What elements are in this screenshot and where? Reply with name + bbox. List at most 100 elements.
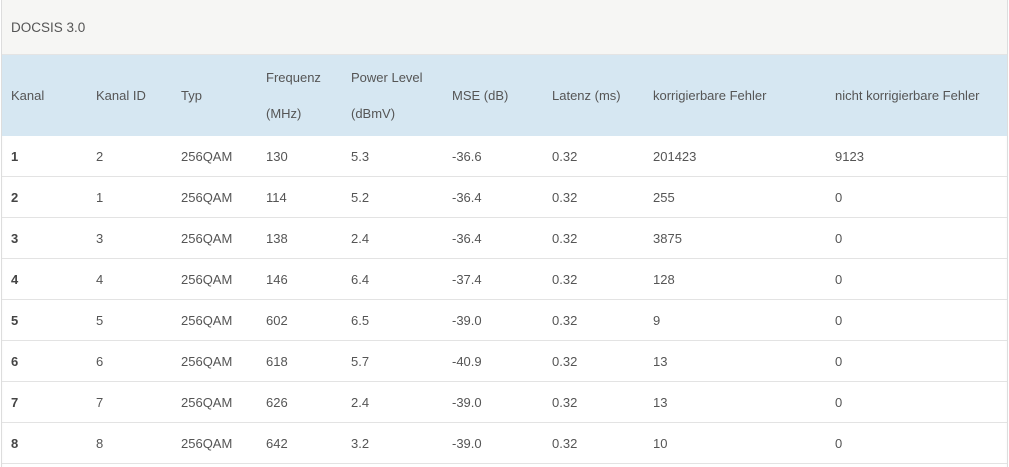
column-header: korrigierbare Fehler: [644, 55, 826, 136]
table-cell: -39.0: [443, 422, 543, 464]
table-cell: 0.32: [543, 136, 644, 177]
table-cell: 0.32: [543, 217, 644, 259]
column-header-label: Latenz (ms): [552, 87, 621, 103]
column-header: Frequenz (MHz): [257, 55, 342, 136]
table-cell: 255: [644, 176, 826, 218]
table-cell: 10: [644, 422, 826, 464]
column-header: Kanal ID: [87, 55, 172, 136]
table-row: 1 2 256QAM 130 5.3 -36.6 0.32 201423 9123: [2, 136, 1007, 177]
table-cell: 5: [2, 299, 87, 341]
table-cell: 2.4: [342, 217, 443, 259]
table-header: Kanal Kanal ID Typ Frequenz (MHz) Power Level…: [2, 55, 1007, 136]
table-cell: 1: [87, 176, 172, 218]
table-cell: 626: [257, 381, 342, 423]
table-cell: 7: [2, 381, 87, 423]
column-header-label: korrigierbare Fehler: [653, 87, 767, 103]
table-cell: 618: [257, 340, 342, 382]
table-cell: 0.32: [543, 176, 644, 218]
table-cell: 0.32: [543, 299, 644, 341]
table-row: 8 8 256QAM 642 3.2 -39.0 0.32 10 0: [2, 422, 1007, 464]
channel-table: Kanal Kanal ID Typ Frequenz (MHz) Power Level…: [2, 55, 1007, 464]
column-header-label: Frequenz: [266, 69, 321, 85]
table-cell: 13: [644, 340, 826, 382]
table-cell: 3875: [644, 217, 826, 259]
column-header-label: Kanal: [11, 87, 45, 103]
column-header-label: (MHz): [266, 105, 302, 121]
table-cell: 3.2: [342, 422, 443, 464]
table-cell: 256QAM: [172, 217, 257, 259]
table-cell: 7: [87, 381, 172, 423]
table-cell: 5.3: [342, 136, 443, 177]
table-row: 4 4 256QAM 146 6.4 -37.4 0.32 128 0: [2, 258, 1007, 300]
table-cell: 256QAM: [172, 340, 257, 382]
table-cell: 201423: [644, 136, 826, 177]
table-cell: 0: [826, 258, 1007, 300]
table-cell: 5.2: [342, 176, 443, 218]
column-header-label: Power Level: [351, 69, 423, 85]
table-cell: 0: [826, 176, 1007, 218]
table-cell: 2: [87, 136, 172, 177]
table-cell: 0: [826, 340, 1007, 382]
table-row: 2 1 256QAM 114 5.2 -36.4 0.32 255 0: [2, 176, 1007, 218]
table-cell: 0.32: [543, 340, 644, 382]
table-cell: 6: [87, 340, 172, 382]
panel-title: DOCSIS 3.0: [2, 0, 1007, 55]
table-cell: 6.4: [342, 258, 443, 300]
table-cell: 9123: [826, 136, 1007, 177]
table-cell: 0.32: [543, 381, 644, 423]
column-header: MSE (dB): [443, 55, 543, 136]
table-cell: 0: [826, 217, 1007, 259]
column-header-label: nicht korrigierbare Fehler: [835, 87, 980, 103]
table-cell: 4: [87, 258, 172, 300]
table-row: 6 6 256QAM 618 5.7 -40.9 0.32 13 0: [2, 340, 1007, 382]
table-cell: 128: [644, 258, 826, 300]
table-cell: 256QAM: [172, 136, 257, 177]
table-cell: -39.0: [443, 381, 543, 423]
table-cell: 138: [257, 217, 342, 259]
table-cell: -36.4: [443, 217, 543, 259]
table-cell: 3: [87, 217, 172, 259]
table-cell: 256QAM: [172, 176, 257, 218]
column-header: Latenz (ms): [543, 55, 644, 136]
table-cell: -37.4: [443, 258, 543, 300]
table-cell: 130: [257, 136, 342, 177]
column-header-label: MSE (dB): [452, 87, 509, 103]
table-cell: 2: [2, 176, 87, 218]
table-cell: 256QAM: [172, 381, 257, 423]
table-cell: 5.7: [342, 340, 443, 382]
table-cell: 0: [826, 299, 1007, 341]
table-cell: 2.4: [342, 381, 443, 423]
table-cell: 8: [2, 422, 87, 464]
table-cell: 4: [2, 258, 87, 300]
column-header: Power Level (dBmV): [342, 55, 443, 136]
table-cell: -40.9: [443, 340, 543, 382]
table-cell: 256QAM: [172, 422, 257, 464]
column-header: Typ: [172, 55, 257, 136]
table-cell: 13: [644, 381, 826, 423]
table-cell: 114: [257, 176, 342, 218]
table-cell: 3: [2, 217, 87, 259]
table-cell: 0.32: [543, 422, 644, 464]
table-cell: 256QAM: [172, 299, 257, 341]
table-cell: 146: [257, 258, 342, 300]
column-header-label: Typ: [181, 87, 202, 103]
table-row: 7 7 256QAM 626 2.4 -39.0 0.32 13 0: [2, 381, 1007, 423]
table-row: 3 3 256QAM 138 2.4 -36.4 0.32 3875 0: [2, 217, 1007, 259]
table-cell: 0: [826, 422, 1007, 464]
table-cell: 0: [826, 381, 1007, 423]
table-cell: 1: [2, 136, 87, 177]
column-header-label: Kanal ID: [96, 87, 146, 103]
table-cell: 9: [644, 299, 826, 341]
table-cell: 642: [257, 422, 342, 464]
table-cell: 602: [257, 299, 342, 341]
table-cell: 0.32: [543, 258, 644, 300]
table-cell: 5: [87, 299, 172, 341]
table-cell: -36.6: [443, 136, 543, 177]
table-cell: 256QAM: [172, 258, 257, 300]
column-header: Kanal: [2, 55, 87, 136]
table-cell: -36.4: [443, 176, 543, 218]
column-header-label: (dBmV): [351, 105, 396, 121]
table-cell: 6: [2, 340, 87, 382]
table-cell: -39.0: [443, 299, 543, 341]
